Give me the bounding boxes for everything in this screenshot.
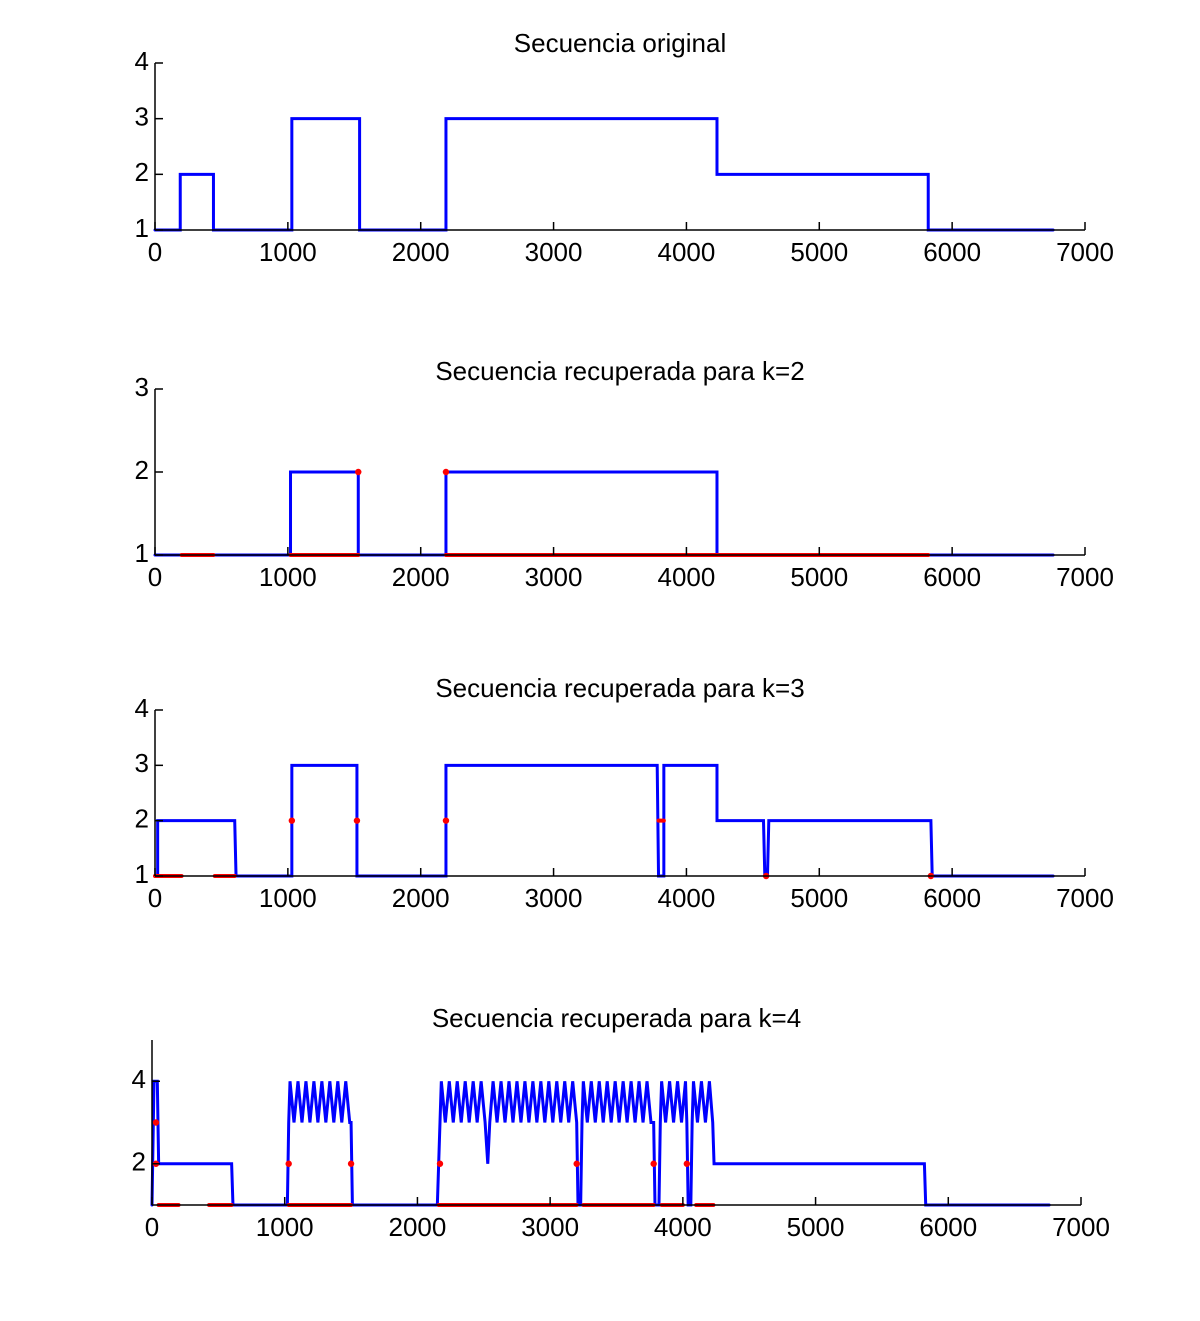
chart-title: Secuencia recuperada para k=2 <box>435 356 804 386</box>
x-tick-label: 1000 <box>256 1212 314 1242</box>
x-tick-label: 1000 <box>259 883 317 913</box>
data-point <box>573 1160 580 1167</box>
x-tick-label: 5000 <box>790 237 848 267</box>
data-point <box>436 1160 444 1167</box>
x-tick-label: 4000 <box>658 883 716 913</box>
y-tick-label: 4 <box>135 693 149 723</box>
data-point <box>152 1119 160 1126</box>
x-tick-label: 7000 <box>1056 562 1114 592</box>
data-point <box>683 1160 691 1167</box>
y-tick-label: 4 <box>132 1064 146 1094</box>
data-point <box>442 468 450 476</box>
x-tick-label: 0 <box>145 1212 159 1242</box>
x-tick-label: 5000 <box>790 883 848 913</box>
x-tick-label: 0 <box>148 883 162 913</box>
x-tick-label: 1000 <box>259 237 317 267</box>
x-tick-label: 3000 <box>525 562 583 592</box>
x-tick-label: 1000 <box>259 562 317 592</box>
data-point <box>288 817 296 824</box>
x-tick-label: 4000 <box>658 237 716 267</box>
x-tick-label: 6000 <box>923 237 981 267</box>
x-tick-label: 4000 <box>658 562 716 592</box>
y-tick-label: 2 <box>135 804 149 834</box>
chart-title: Secuencia original <box>514 28 726 58</box>
chart-title: Secuencia recuperada para k=4 <box>432 1003 801 1033</box>
y-tick-label: 1 <box>135 859 149 889</box>
x-tick-label: 3000 <box>525 237 583 267</box>
y-tick-label: 3 <box>135 748 149 778</box>
x-tick-label: 7000 <box>1056 237 1114 267</box>
data-point <box>347 1160 355 1167</box>
x-tick-label: 6000 <box>919 1212 977 1242</box>
data-line <box>150 1079 1051 1207</box>
y-tick-label: 2 <box>132 1147 146 1177</box>
chart-title: Secuencia recuperada para k=3 <box>435 673 804 703</box>
y-tick-label: 1 <box>135 213 149 243</box>
data-line <box>153 117 1055 232</box>
x-tick-label: 2000 <box>389 1212 447 1242</box>
x-tick-label: 3000 <box>521 1212 579 1242</box>
x-tick-label: 7000 <box>1052 1212 1110 1242</box>
data-point <box>355 468 362 476</box>
x-tick-label: 7000 <box>1056 883 1114 913</box>
data-point <box>285 1160 292 1167</box>
y-tick-label: 4 <box>135 46 149 76</box>
x-tick-label: 4000 <box>654 1212 712 1242</box>
y-tick-label: 2 <box>135 157 149 187</box>
y-tick-label: 3 <box>135 372 149 402</box>
x-tick-label: 0 <box>148 237 162 267</box>
y-tick-label: 1 <box>135 538 149 568</box>
x-tick-label: 3000 <box>525 883 583 913</box>
x-tick-label: 5000 <box>787 1212 845 1242</box>
y-tick-label: 3 <box>135 102 149 132</box>
x-tick-label: 2000 <box>392 562 450 592</box>
x-tick-label: 6000 <box>923 883 981 913</box>
data-point <box>650 1160 657 1167</box>
x-tick-label: 2000 <box>392 883 450 913</box>
data-point <box>353 817 361 824</box>
x-tick-label: 6000 <box>923 562 981 592</box>
data-line <box>153 470 1055 557</box>
x-tick-label: 2000 <box>392 237 450 267</box>
data-point <box>442 817 450 824</box>
x-tick-label: 5000 <box>790 562 848 592</box>
x-tick-label: 0 <box>148 562 162 592</box>
y-tick-label: 2 <box>135 455 149 485</box>
